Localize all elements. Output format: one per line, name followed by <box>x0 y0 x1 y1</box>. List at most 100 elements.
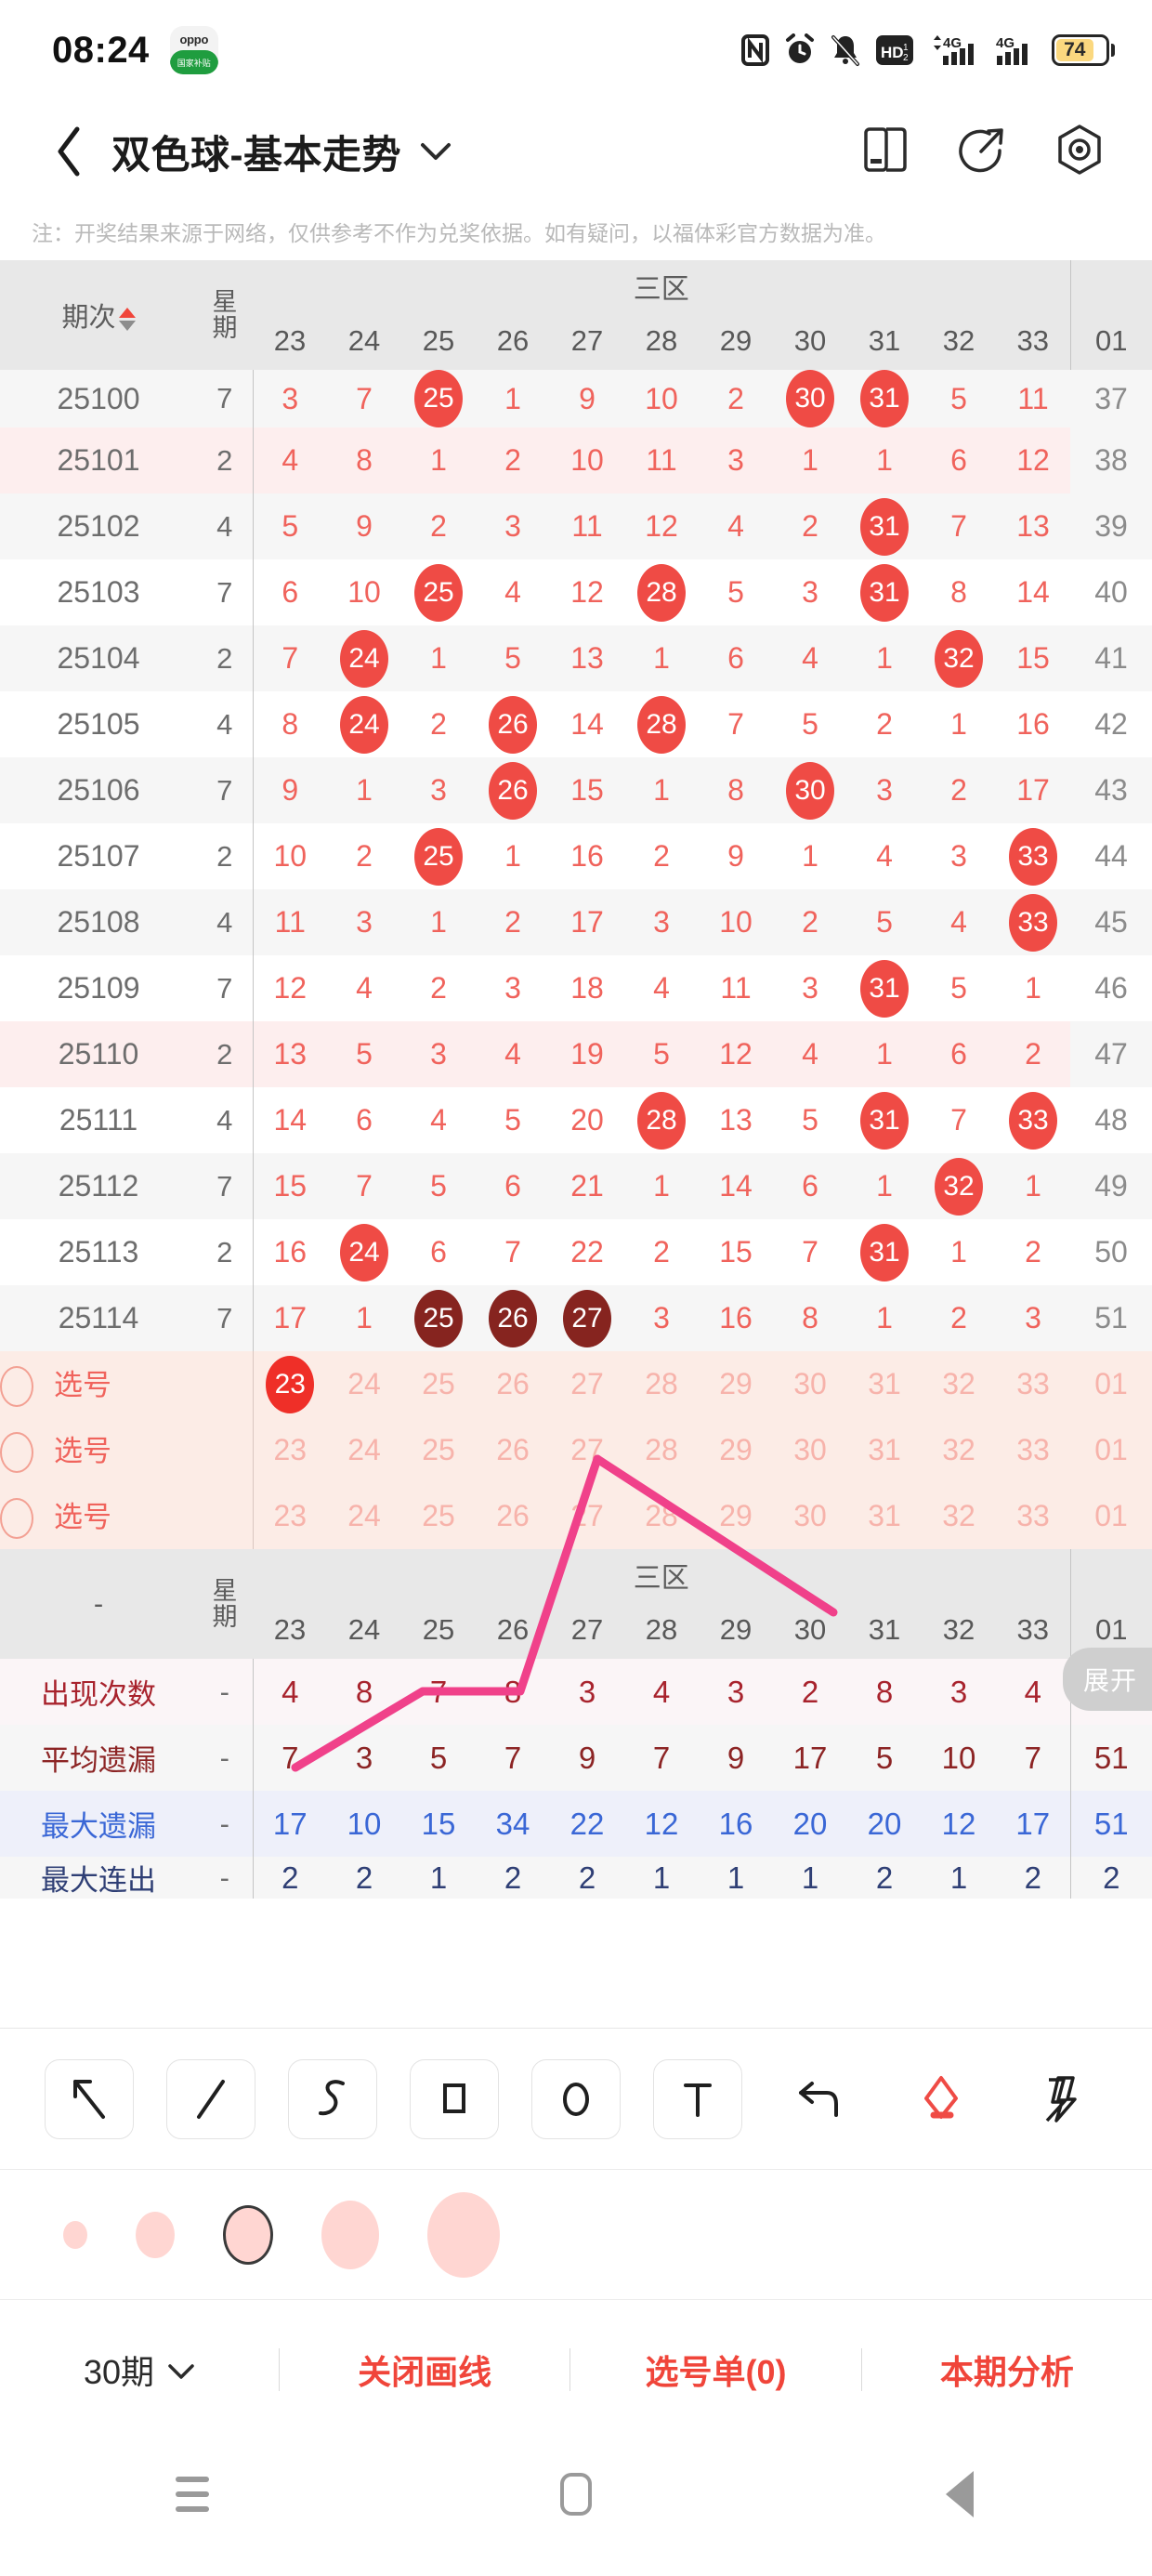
cell-28[interactable]: 28 <box>624 1087 699 1153</box>
cell-29[interactable]: 7 <box>727 707 744 741</box>
cell-31[interactable]: 4 <box>876 839 893 873</box>
cell-30[interactable]: 30 <box>773 757 847 823</box>
cell-29[interactable]: 9 <box>727 839 744 873</box>
undo-icon[interactable] <box>775 2058 865 2139</box>
table-row[interactable]: 25101 2 4 8 1 2 10 11 3 1 1 6 12 38 <box>0 427 1152 493</box>
cell-23[interactable]: 17 <box>252 1285 327 1351</box>
cell-28[interactable]: 2 <box>653 839 670 873</box>
expand-button[interactable]: 展开 <box>1062 1648 1152 1711</box>
pick-cell-27[interactable]: 27 <box>550 1417 624 1483</box>
cell-26[interactable]: 26 <box>476 691 550 757</box>
cell-30[interactable]: 30 <box>773 370 847 427</box>
cell-25[interactable]: 2 <box>401 493 476 559</box>
trend-table-container[interactable]: 期次 星期 三区 23 24 25 26 27 28 29 30 31 32 33 01 25100 7… <box>0 260 1152 2028</box>
cell-26[interactable]: 3 <box>504 971 521 1005</box>
pick-row-label[interactable]: 选号 <box>0 1417 253 1483</box>
pick-row-label[interactable]: 选号 <box>0 1351 253 1417</box>
cell-32[interactable]: 1 <box>950 1235 967 1268</box>
cell-30[interactable]: 8 <box>773 1285 847 1351</box>
cell-23[interactable]: 8 <box>252 691 327 757</box>
pick-cell-26[interactable]: 26 <box>476 1417 550 1483</box>
cell-33[interactable]: 12 <box>996 427 1070 493</box>
cell-32[interactable]: 7 <box>950 1103 967 1137</box>
cell-27[interactable]: 16 <box>570 839 604 873</box>
cell-30[interactable]: 6 <box>773 1153 847 1219</box>
cell-27[interactable]: 11 <box>550 493 624 559</box>
column-header-31[interactable]: 31 <box>847 312 922 370</box>
cell-32[interactable]: 2 <box>922 1285 996 1351</box>
cell-27[interactable]: 17 <box>550 889 624 955</box>
cell-32[interactable]: 6 <box>922 1021 996 1087</box>
cell-33[interactable]: 15 <box>996 625 1070 691</box>
cell-25[interactable]: 25 <box>401 823 476 889</box>
cell-29[interactable]: 12 <box>699 1021 773 1087</box>
cell-27[interactable]: 19 <box>550 1021 624 1087</box>
cell-28[interactable]: 3 <box>624 889 699 955</box>
cell-23[interactable]: 3 <box>252 370 327 427</box>
cell-28[interactable]: 2 <box>653 1235 670 1268</box>
cell-25[interactable]: 2 <box>430 971 447 1005</box>
cell-28[interactable]: 28 <box>624 691 699 757</box>
cell-25[interactable]: 1 <box>401 427 476 493</box>
cell-33[interactable]: 13 <box>996 493 1070 559</box>
pick-row-label[interactable]: 选号 <box>0 1483 253 1549</box>
cell-23[interactable]: 9 <box>252 757 327 823</box>
cell-27[interactable]: 10 <box>550 427 624 493</box>
text-icon[interactable] <box>653 2058 743 2139</box>
cell-32[interactable]: 4 <box>922 889 996 955</box>
line-icon[interactable] <box>165 2058 255 2139</box>
pick-cell-33[interactable]: 33 <box>996 1417 1070 1483</box>
cell-33[interactable]: 33 <box>996 1087 1070 1153</box>
target-icon[interactable] <box>1057 124 1102 179</box>
cell-26[interactable]: 1 <box>504 839 521 873</box>
cell-32[interactable]: 2 <box>922 757 996 823</box>
table-row[interactable]: 25106 7 9 1 3 26 15 1 8 30 3 2 17 43 <box>0 757 1152 823</box>
cell-29[interactable]: 11 <box>720 971 752 1005</box>
cell-25[interactable]: 25 <box>401 1285 476 1351</box>
pick-radio-icon[interactable] <box>0 1366 33 1408</box>
cell-26[interactable]: 4 <box>504 575 521 609</box>
pick-cell-30[interactable]: 30 <box>773 1483 847 1549</box>
cell-27[interactable]: 13 <box>550 625 624 691</box>
cell-32[interactable]: 3 <box>950 839 967 873</box>
column-header-23[interactable]: 23 <box>253 312 327 370</box>
cell-23[interactable]: 5 <box>252 493 327 559</box>
cell-23[interactable]: 4 <box>252 427 327 493</box>
cell-25[interactable]: 3 <box>401 757 476 823</box>
pick-cell-32[interactable]: 32 <box>922 1417 996 1483</box>
cell-26[interactable]: 7 <box>504 1235 521 1268</box>
cell-27[interactable]: 14 <box>570 707 604 741</box>
brush-size-4[interactable] <box>321 2200 379 2269</box>
pick-cell-29[interactable]: 29 <box>699 1351 773 1417</box>
brush-size-1[interactable] <box>63 2220 87 2249</box>
cell-25[interactable]: 25 <box>401 559 476 625</box>
table-row[interactable]: 25112 7 15 7 5 6 21 1 14 6 1 32 1 49 <box>0 1153 1152 1219</box>
pick-cell-31[interactable]: 31 <box>847 1417 922 1483</box>
cell-23[interactable]: 15 <box>252 1153 327 1219</box>
pick-last-col[interactable]: 01 <box>1070 1483 1152 1549</box>
cell-29[interactable]: 5 <box>727 575 744 609</box>
column-header-28[interactable]: 28 <box>624 312 699 370</box>
cell-28[interactable]: 5 <box>624 1021 699 1087</box>
pick-cell-27[interactable]: 27 <box>550 1483 624 1549</box>
column-header-27[interactable]: 27 <box>550 312 624 370</box>
freehand-curve-icon[interactable] <box>287 2058 377 2139</box>
cell-25[interactable]: 6 <box>430 1235 447 1268</box>
sort-arrows-icon[interactable] <box>118 307 136 331</box>
table-row[interactable]: 25104 2 7 24 1 5 13 1 6 4 1 32 15 41 <box>0 625 1152 691</box>
pick-row[interactable]: 选号 23 24 25 26 27 28 29 30 31 32 33 01 <box>0 1351 1152 1417</box>
cell-24[interactable]: 24 <box>327 691 401 757</box>
cell-30[interactable]: 7 <box>802 1235 818 1268</box>
brush-size-3-selected[interactable] <box>223 2204 273 2265</box>
pick-cell-31[interactable]: 31 <box>847 1351 922 1417</box>
close-draw-button[interactable]: 关闭画线 <box>358 2352 492 2391</box>
clear-all-icon[interactable] <box>1018 2058 1108 2139</box>
cell-29[interactable]: 3 <box>699 427 773 493</box>
cell-32[interactable]: 32 <box>922 1153 996 1219</box>
cell-24[interactable]: 10 <box>347 575 381 609</box>
cell-23[interactable]: 10 <box>252 823 327 889</box>
cell-24[interactable]: 6 <box>356 1103 373 1137</box>
cell-27[interactable]: 27 <box>550 1285 624 1351</box>
cell-31[interactable]: 2 <box>876 707 893 741</box>
cell-24[interactable]: 9 <box>327 493 401 559</box>
